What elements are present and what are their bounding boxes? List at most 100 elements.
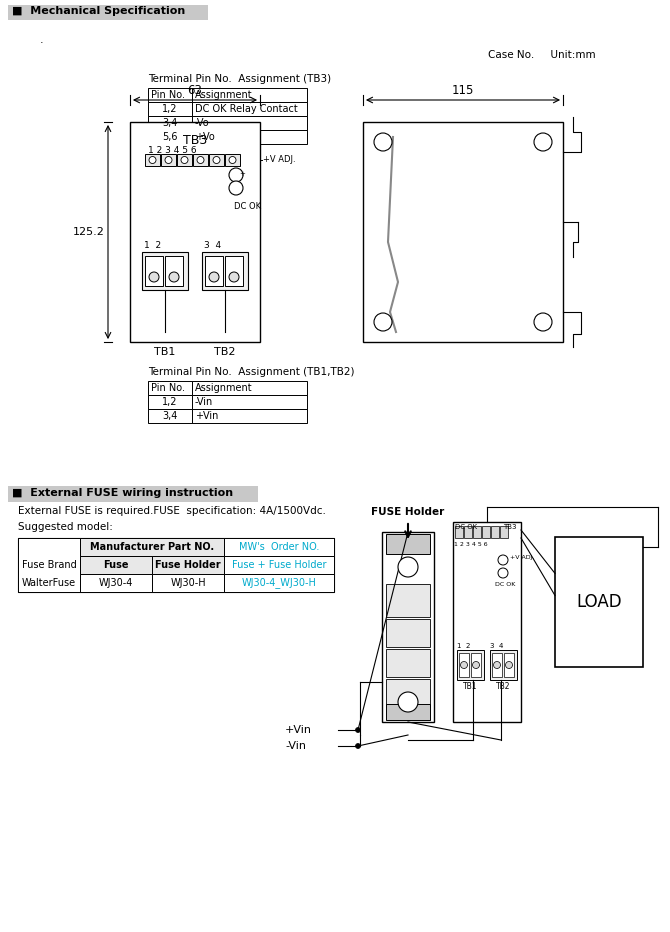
Circle shape — [213, 157, 220, 163]
Bar — [491, 526, 499, 538]
Bar — [18, 538, 80, 592]
Bar — [459, 653, 469, 677]
Circle shape — [149, 157, 156, 163]
Circle shape — [165, 157, 172, 163]
Bar — [192, 130, 307, 144]
Text: 1  2: 1 2 — [144, 241, 161, 250]
Text: FUSE Holder: FUSE Holder — [371, 507, 445, 517]
Bar — [490, 650, 517, 680]
Circle shape — [374, 313, 392, 331]
Text: +: + — [239, 171, 245, 177]
Text: 5,6: 5,6 — [162, 132, 178, 142]
Circle shape — [229, 181, 243, 195]
Bar — [500, 526, 508, 538]
Bar — [80, 574, 152, 592]
Bar — [145, 256, 163, 286]
Text: -Vin: -Vin — [195, 397, 213, 407]
Bar — [152, 556, 224, 574]
Text: 3  4: 3 4 — [204, 241, 221, 250]
Text: TB3: TB3 — [503, 524, 517, 530]
Bar — [453, 522, 521, 722]
Text: 1,2: 1,2 — [162, 397, 178, 407]
Text: DC OK: DC OK — [495, 582, 515, 587]
Text: WalterFuse: WalterFuse — [22, 578, 76, 588]
Text: 1,2: 1,2 — [162, 104, 178, 114]
Text: 125.2: 125.2 — [73, 227, 105, 237]
Bar — [482, 526, 490, 538]
Bar — [386, 584, 430, 617]
Bar — [165, 256, 183, 286]
Circle shape — [472, 662, 480, 668]
Bar — [148, 102, 192, 116]
Text: TB1: TB1 — [463, 682, 477, 691]
Bar — [205, 256, 223, 286]
Bar — [18, 538, 334, 592]
Text: TB3: TB3 — [183, 134, 207, 147]
Text: 3,4: 3,4 — [162, 118, 178, 128]
Bar — [471, 653, 481, 677]
Circle shape — [534, 133, 552, 151]
Bar — [192, 88, 307, 102]
Bar — [209, 154, 224, 166]
Bar — [464, 526, 472, 538]
Bar — [455, 526, 463, 538]
Bar — [555, 537, 643, 667]
Text: +Vin: +Vin — [285, 725, 312, 735]
Text: Pin No.: Pin No. — [151, 90, 185, 100]
Circle shape — [209, 272, 219, 282]
Text: MW's  Order NO.: MW's Order NO. — [239, 542, 319, 552]
Text: Suggested model:: Suggested model: — [18, 522, 113, 532]
Circle shape — [229, 272, 239, 282]
Text: +Vo: +Vo — [195, 132, 215, 142]
Bar — [504, 653, 514, 677]
Bar — [148, 395, 192, 409]
Text: 1  2: 1 2 — [457, 643, 470, 649]
Bar — [130, 122, 260, 342]
Bar — [225, 256, 243, 286]
Text: 1 2 3 4 5 6: 1 2 3 4 5 6 — [454, 542, 488, 547]
Text: ■  External FUSE wiring instruction: ■ External FUSE wiring instruction — [12, 488, 233, 498]
Text: DC OK Relay Contact: DC OK Relay Contact — [195, 104, 297, 114]
Bar — [8, 486, 258, 502]
Circle shape — [374, 133, 392, 151]
Text: Fuse Brand: Fuse Brand — [21, 560, 76, 570]
Text: LOAD: LOAD — [576, 593, 622, 611]
Circle shape — [356, 728, 360, 733]
Circle shape — [398, 557, 418, 577]
Bar — [473, 526, 481, 538]
Text: Assignment: Assignment — [195, 383, 253, 393]
Circle shape — [498, 568, 508, 578]
Bar — [148, 130, 192, 144]
Text: +Vin: +Vin — [195, 411, 218, 421]
Bar — [492, 653, 502, 677]
Circle shape — [398, 692, 418, 712]
Circle shape — [460, 662, 468, 668]
Bar — [80, 538, 224, 556]
Bar — [145, 154, 160, 166]
Text: .: . — [40, 35, 44, 45]
Text: External FUSE is required.FUSE  specification: 4A/1500Vdc.: External FUSE is required.FUSE specifica… — [18, 506, 326, 516]
Circle shape — [505, 662, 513, 668]
Text: DC OK: DC OK — [455, 524, 477, 530]
Bar — [382, 532, 434, 722]
Bar — [142, 252, 188, 290]
Text: Terminal Pin No.  Assignment (TB1,TB2): Terminal Pin No. Assignment (TB1,TB2) — [148, 367, 354, 377]
Bar — [457, 650, 484, 680]
Text: -Vin: -Vin — [285, 741, 306, 751]
Bar — [193, 154, 208, 166]
Text: TB1: TB1 — [154, 347, 176, 357]
Bar — [192, 409, 307, 423]
Bar — [8, 5, 208, 20]
Text: TB2: TB2 — [214, 347, 236, 357]
Bar — [202, 252, 248, 290]
Circle shape — [498, 555, 508, 565]
Text: WJ30-H: WJ30-H — [170, 578, 206, 588]
Text: DC OK: DC OK — [234, 202, 261, 211]
Text: 3  4: 3 4 — [490, 643, 503, 649]
Bar — [148, 381, 192, 395]
Circle shape — [229, 157, 236, 163]
Bar — [224, 556, 334, 574]
Text: Fuse + Fuse Holder: Fuse + Fuse Holder — [232, 560, 326, 570]
Text: 63: 63 — [188, 84, 202, 97]
Circle shape — [356, 744, 360, 748]
